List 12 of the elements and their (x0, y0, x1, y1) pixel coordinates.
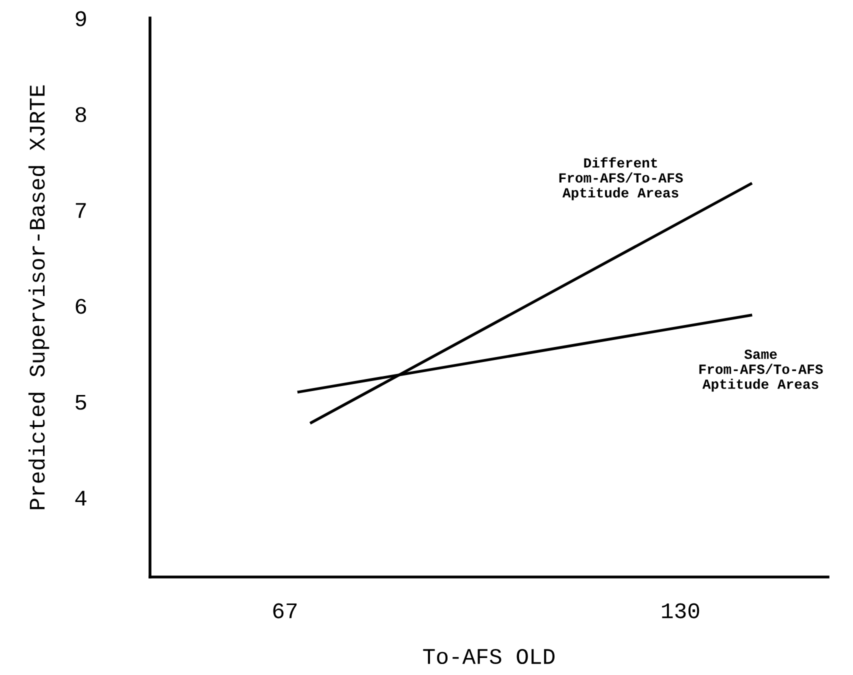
x-axis-title: To-AFS OLD (423, 648, 555, 664)
y-axis-title: Predicted Supervisor-Based XJRTE (28, 85, 50, 510)
y-tick-label: 4 (75, 490, 86, 506)
y-tick-label: 6 (76, 298, 86, 314)
x-tick-label: 130 (662, 603, 700, 618)
x-tick-label: 67 (273, 603, 297, 618)
series-label: Same From-AFS/To-AFS Aptitude Areas (699, 350, 823, 392)
y-tick-label: 8 (76, 107, 86, 122)
y-tick-label: 7 (76, 203, 86, 218)
series-label: Different From-AFS/To-AFS Aptitude Areas (559, 157, 683, 200)
y-tick-label: 9 (76, 11, 86, 26)
y-tick-label: 5 (76, 394, 86, 410)
